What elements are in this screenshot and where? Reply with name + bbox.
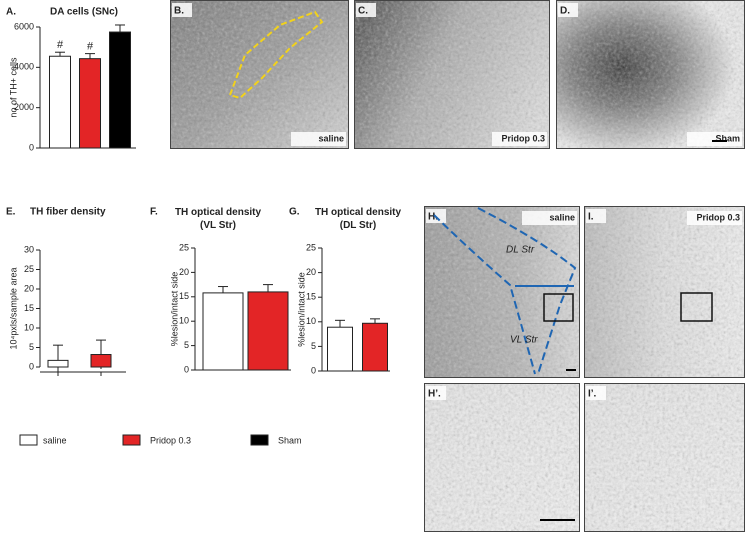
region-line <box>433 214 536 375</box>
bar <box>362 322 388 372</box>
y-axis-label: %lesion/intact side <box>169 272 179 347</box>
panel-label: H’. <box>428 389 441 400</box>
panel-label-bg <box>426 386 446 400</box>
legend-label: Pridop 0.3 <box>150 435 191 445</box>
legend-swatch <box>122 434 141 446</box>
y-axis-label: %lesion/intact side <box>296 272 306 347</box>
y-tick-label: 6000 <box>14 21 34 31</box>
y-tick-label: 15 <box>179 291 189 301</box>
panel-label: I. <box>588 212 594 223</box>
y-tick-label: 0 <box>29 142 34 152</box>
panel-label-bg <box>586 386 606 400</box>
y-tick-label: 20 <box>24 283 34 293</box>
panel-label: D. <box>560 6 570 17</box>
y-axis-label: 10⁴pxls/sample area <box>8 268 18 350</box>
region-label: VL Str <box>510 335 538 346</box>
caption: Sham <box>715 133 740 143</box>
chart-title: DA cells (SNc) <box>50 7 118 18</box>
y-axis-label: no of TH+ cells <box>8 57 18 118</box>
legend-swatch <box>250 434 269 446</box>
chart-title: TH optical density (VL Str) <box>175 207 262 231</box>
y-tick-label: 0 <box>184 364 189 374</box>
bar <box>47 359 69 368</box>
micrograph-frame <box>354 0 550 149</box>
y-tick-label: 4000 <box>14 62 34 72</box>
panel-label: E. <box>6 207 16 218</box>
caption-bg <box>687 132 742 146</box>
panel-label: C. <box>358 6 368 17</box>
y-tick-label: 5 <box>29 342 34 352</box>
y-tick-label: 15 <box>24 303 34 313</box>
caption-bg <box>522 211 577 225</box>
caption-bg <box>492 132 547 146</box>
panel-label: F. <box>150 207 158 218</box>
y-tick-label: 0 <box>29 361 34 371</box>
panel-label-bg <box>558 3 578 17</box>
micrograph-texture <box>354 0 550 149</box>
bar <box>79 58 101 149</box>
panel-label: A. <box>6 7 16 18</box>
caption-bg <box>687 211 742 225</box>
y-tick-label: 25 <box>179 242 189 252</box>
y-tick-label: 10 <box>24 322 34 332</box>
y-tick-label: 10 <box>179 316 189 326</box>
roi-outline <box>228 10 324 100</box>
micrograph-texture <box>424 383 580 532</box>
micrograph-texture <box>424 206 580 378</box>
panel-label: G. <box>289 207 300 218</box>
y-tick-label: 5 <box>311 341 316 351</box>
bar <box>49 55 71 149</box>
micrograph-texture <box>556 0 745 149</box>
panel-label: B. <box>174 6 184 17</box>
chart-title: TH fiber density <box>30 207 106 218</box>
y-tick-label: 2000 <box>14 102 34 112</box>
y-tick-label: 20 <box>306 267 316 277</box>
y-tick-label: 10 <box>306 316 316 326</box>
bar <box>90 354 112 368</box>
micrograph-texture <box>170 0 349 149</box>
annotation: # <box>57 39 64 51</box>
legend-label: Sham <box>278 435 302 445</box>
micrograph-frame <box>556 0 745 149</box>
micrograph-frame <box>424 206 580 378</box>
panel-label: I’. <box>588 389 597 400</box>
annotation: # <box>87 41 94 53</box>
caption: saline <box>318 133 344 143</box>
region-line <box>477 207 577 375</box>
micrograph-texture <box>584 383 745 532</box>
caption: saline <box>549 212 575 222</box>
micrograph-frame <box>584 383 745 532</box>
bar <box>327 326 353 372</box>
chart-title: TH optical density (DL Str) <box>315 207 402 231</box>
bar <box>109 31 131 149</box>
panel-label-bg <box>356 3 376 17</box>
zoom-box <box>680 292 713 322</box>
legend-label: saline <box>43 435 67 445</box>
legend-swatch <box>19 434 38 446</box>
micrograph-texture <box>584 206 745 378</box>
micrograph-frame <box>424 383 580 532</box>
bar <box>202 292 244 371</box>
y-tick-label: 20 <box>179 267 189 277</box>
caption: Pridop 0.3 <box>501 133 545 143</box>
y-tick-label: 25 <box>24 264 34 274</box>
region-label: DL Str <box>506 245 535 256</box>
micrograph-frame <box>170 0 349 149</box>
micrograph-frame <box>584 206 745 378</box>
bar <box>247 291 289 371</box>
y-tick-label: 0 <box>311 365 316 375</box>
panel-label-bg <box>172 3 192 17</box>
panel-label-bg <box>586 209 606 223</box>
caption: Pridop 0.3 <box>696 212 740 222</box>
zoom-box <box>543 293 574 322</box>
y-tick-label: 30 <box>24 244 34 254</box>
y-tick-label: 15 <box>306 292 316 302</box>
y-tick-label: 25 <box>306 242 316 252</box>
panel-label: H. <box>428 212 438 223</box>
caption-bg <box>291 132 346 146</box>
y-tick-label: 5 <box>184 340 189 350</box>
